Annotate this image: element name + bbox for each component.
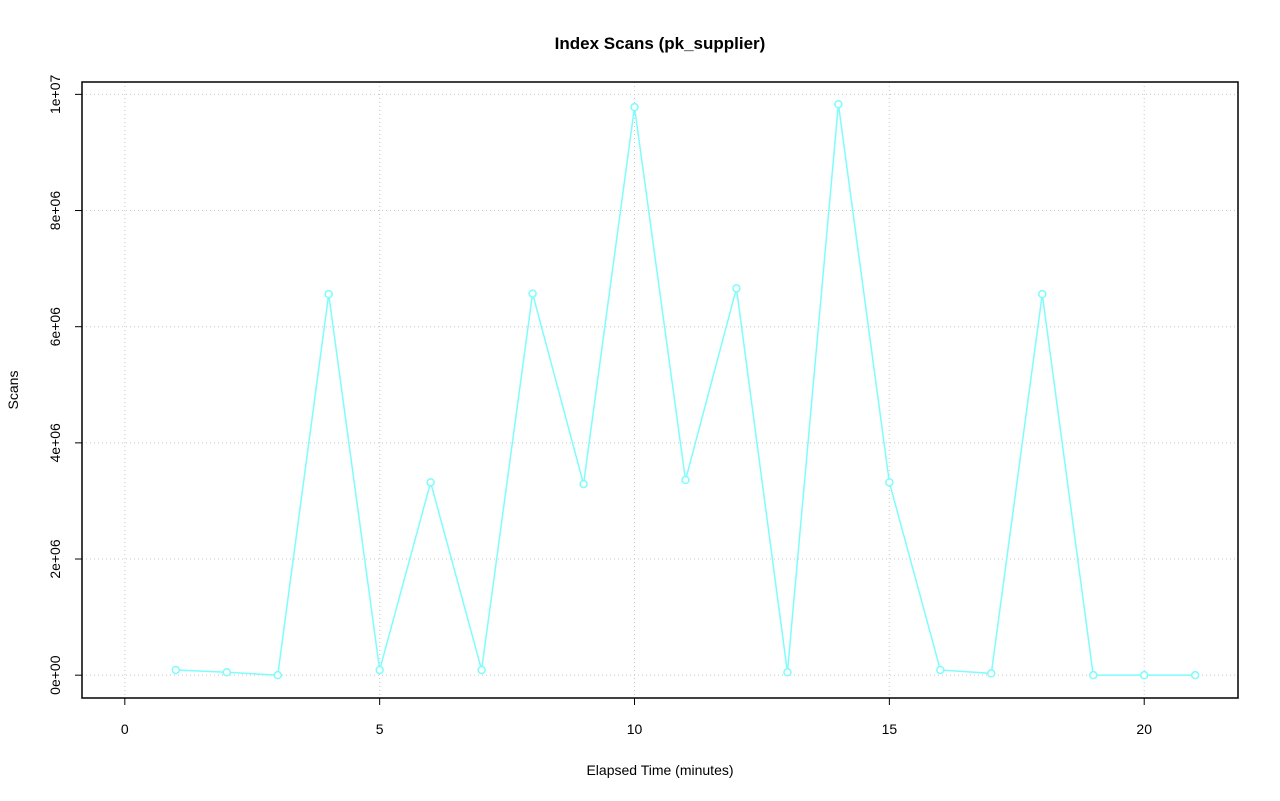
y-tick-label: 0e+00 [47,655,63,695]
point [222,668,232,677]
x-tick-label: 10 [627,721,643,737]
point [375,665,384,675]
point [477,665,486,675]
point [630,102,639,112]
point [324,289,333,299]
point [936,665,945,675]
point [171,665,181,675]
point [987,669,996,678]
point [834,99,843,109]
x-axis-label: Elapsed Time (minutes) [586,762,733,778]
y-axis-label: Scans [5,371,21,410]
chart-title: Index Scans (pk_supplier) [555,34,766,53]
point [1038,289,1047,299]
y-tick-label: 8e+06 [47,191,63,231]
point [885,478,894,487]
x-tick-label: 0 [121,721,129,737]
y-tick-label: 6e+06 [47,307,63,347]
point [528,289,537,298]
point [273,670,282,680]
plot-frame [81,81,1239,699]
point [1139,670,1149,680]
point [681,475,690,485]
y-tick-label: 2e+06 [47,539,63,579]
point [579,479,588,489]
point [732,284,741,293]
x-tick-label: 20 [1136,721,1152,737]
y-tick-label: 4e+06 [47,423,63,463]
line [175,104,1196,676]
x-tick-label: 15 [882,721,898,737]
y-tick-label: 1e+07 [47,75,63,115]
point [783,668,792,677]
point [426,478,435,487]
x-tick-label: 5 [376,721,384,737]
point [1190,670,1200,680]
point [1088,670,1098,680]
